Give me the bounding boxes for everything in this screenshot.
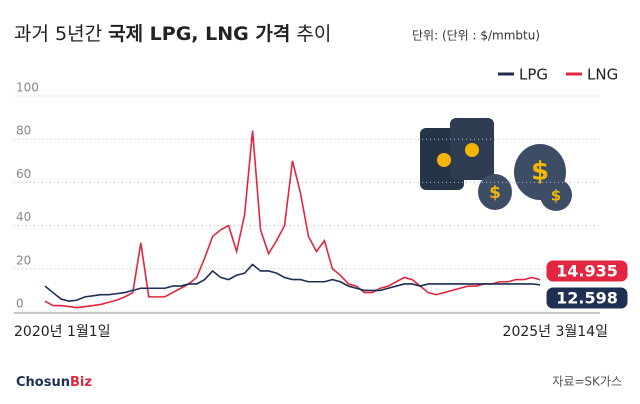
y-tick-label: 0 bbox=[16, 297, 24, 311]
chart-title: 과거 5년간 국제 LPG, LNG 가격 추이 bbox=[14, 23, 331, 45]
y-tick-label: 20 bbox=[16, 253, 31, 267]
illustration: $ $ $ bbox=[420, 118, 572, 211]
x-tick-label: 2020년 1월1일 bbox=[14, 324, 111, 340]
logo-part: Chosun bbox=[16, 375, 70, 390]
value-label: 14.935 bbox=[556, 262, 618, 281]
legend-label: LNG bbox=[587, 66, 618, 84]
x-tick-label: 2025년 3월14일 bbox=[503, 324, 608, 340]
series-line bbox=[44, 263, 541, 303]
y-tick-label: 100 bbox=[16, 81, 39, 95]
svg-text:$: $ bbox=[551, 187, 561, 205]
subtitle: 단위: (단위 : $/mmbtu) bbox=[412, 29, 540, 43]
title-part: 국제 LPG, LNG 가격 bbox=[108, 23, 290, 45]
legend-label: LPG bbox=[519, 66, 548, 84]
logo-part: Biz bbox=[70, 375, 92, 390]
series-line bbox=[44, 130, 541, 309]
y-tick-label: 40 bbox=[16, 210, 31, 224]
value-label-box bbox=[545, 259, 629, 283]
svg-text:$: $ bbox=[489, 183, 501, 203]
title-part: 추이 bbox=[296, 23, 331, 45]
source: 자료=SK가스 bbox=[552, 375, 622, 389]
logo: ChosunBiz bbox=[16, 375, 92, 390]
value-label-box bbox=[545, 286, 629, 310]
y-tick-label: 80 bbox=[16, 124, 31, 138]
value-label: 12.598 bbox=[556, 289, 618, 308]
svg-text:$: $ bbox=[531, 157, 549, 187]
y-tick-label: 60 bbox=[16, 167, 31, 181]
title-part: 과거 5년간 bbox=[14, 23, 102, 45]
